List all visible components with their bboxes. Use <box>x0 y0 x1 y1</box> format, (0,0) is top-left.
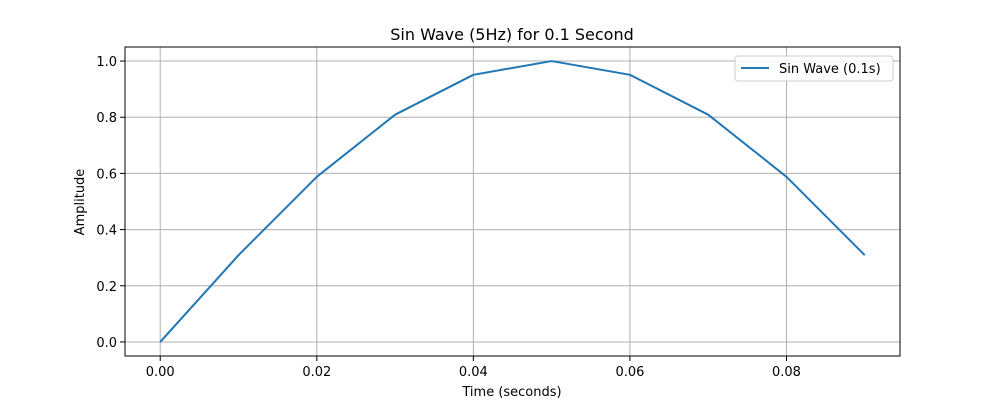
legend-box <box>734 55 894 82</box>
y-tick-label: 0.4 <box>96 224 117 239</box>
y-tick-label: 0.6 <box>96 167 117 182</box>
y-tick-label: 0.2 <box>96 280 117 295</box>
y-tick-label: 0.8 <box>96 111 117 126</box>
x-tick-label: 0.04 <box>459 365 488 380</box>
x-axis-label: Time (seconds) <box>461 385 561 400</box>
legend: Sin Wave (0.1s) <box>734 55 894 82</box>
y-tick-label: 0.0 <box>96 336 117 351</box>
chart-title: Sin Wave (5Hz) for 0.1 Second <box>390 25 634 44</box>
plot-series <box>159 60 866 343</box>
axis-ticks: 0.00 0.02 0.04 0.06 0.08 0.0 0.2 0.4 0.6 0.8 1.0 <box>96 55 801 380</box>
x-tick-label: 0.00 <box>146 365 175 380</box>
legend-label: Sin Wave (0.1s) <box>779 62 881 77</box>
series-line <box>159 60 866 343</box>
y-axis-label: Amplitude <box>73 169 88 236</box>
x-tick-label: 0.06 <box>615 365 644 380</box>
x-tick-label: 0.08 <box>772 365 801 380</box>
x-tick-label: 0.02 <box>302 365 331 380</box>
y-tick-label: 1.0 <box>96 55 117 70</box>
plot-frame <box>124 46 901 357</box>
